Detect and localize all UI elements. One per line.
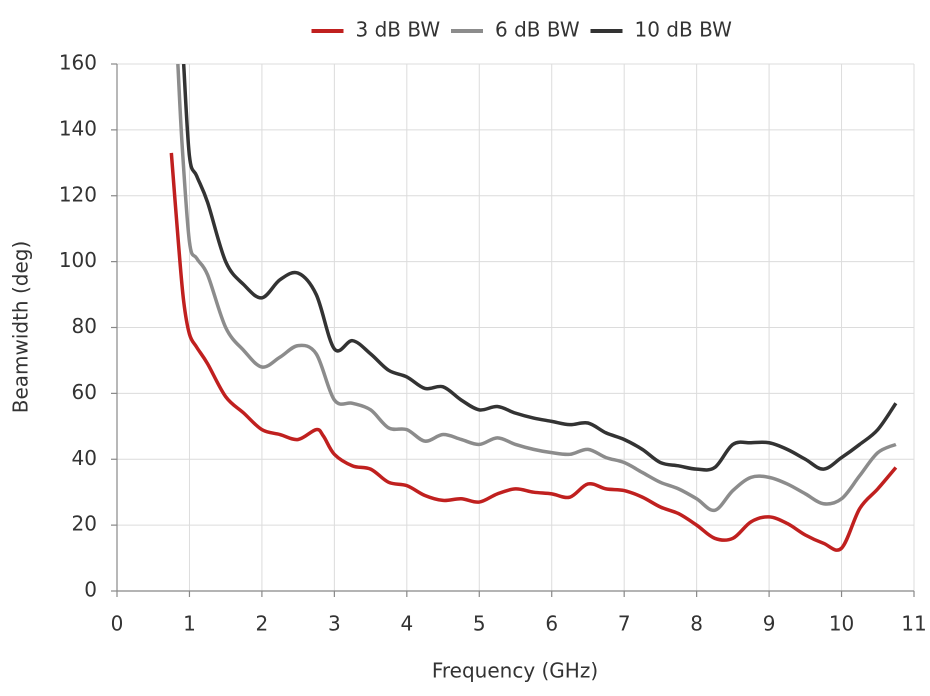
x-tick-label: 1 — [183, 612, 196, 636]
series-line — [181, 64, 898, 472]
x-tick-label: 10 — [829, 612, 854, 636]
y-tick-label: 60 — [72, 380, 97, 404]
x-tick-label: 9 — [763, 612, 776, 636]
y-axis-label: Beamwidth (deg) — [9, 241, 33, 414]
y-tick-label: 100 — [59, 248, 97, 272]
x-tick-label: 7 — [618, 612, 631, 636]
x-axis-label: Frequency (GHz) — [432, 659, 598, 683]
x-tick-label: 2 — [256, 612, 269, 636]
legend-label: 6 dB BW — [495, 18, 580, 42]
series-line — [176, 64, 897, 513]
x-tick-label: 0 — [111, 612, 124, 636]
x-tick-label: 5 — [473, 612, 486, 636]
y-tick-label: 20 — [72, 512, 97, 536]
series-line — [169, 152, 898, 552]
x-tick-label: 3 — [328, 612, 341, 636]
legend-label: 3 dB BW — [356, 18, 441, 42]
y-tick-label: 140 — [59, 116, 97, 140]
legend-label: 10 dB BW — [635, 18, 733, 42]
y-tick-label: 160 — [59, 51, 97, 75]
y-tick-label: 120 — [59, 182, 97, 206]
legend: 3 dB BW 6 dB BW 10 dB BW — [311, 18, 733, 42]
plot-area — [169, 64, 898, 552]
x-tick-label: 11 — [901, 612, 926, 636]
x-tick-label: 6 — [545, 612, 558, 636]
x-tick-label: 8 — [690, 612, 703, 636]
y-tick-label: 80 — [72, 314, 97, 338]
y-tick-label: 40 — [72, 446, 97, 470]
grid — [111, 63, 915, 597]
x-tick-label: 4 — [400, 612, 413, 636]
y-tick-label: 0 — [84, 578, 97, 602]
